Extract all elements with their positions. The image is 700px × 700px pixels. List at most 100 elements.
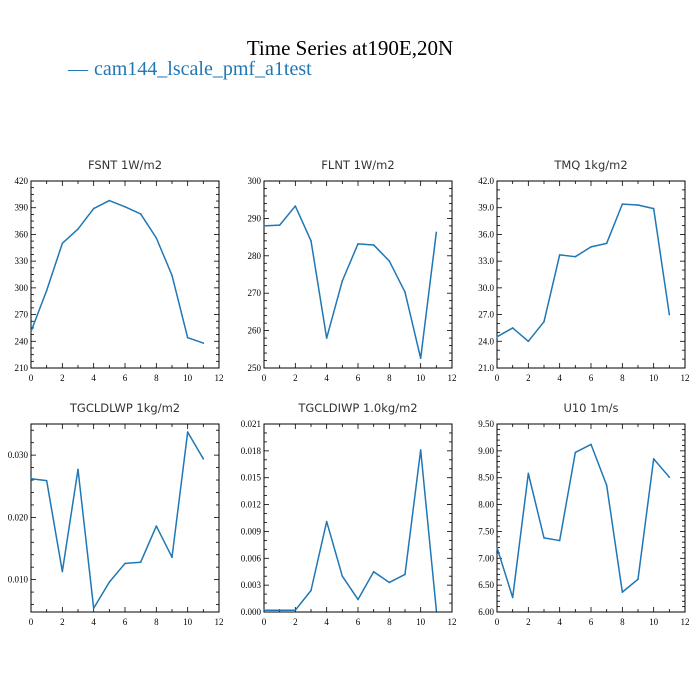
x-tick-label: 12 bbox=[681, 617, 690, 627]
y-tick-label: 240 bbox=[15, 336, 29, 346]
data-point bbox=[294, 609, 297, 612]
x-tick-label: 10 bbox=[183, 373, 193, 383]
series-line bbox=[264, 449, 438, 611]
panel-title: TGCLDIWP 1.0kg/m2 bbox=[297, 401, 417, 415]
y-tick-label: 0.020 bbox=[8, 512, 29, 522]
x-tick-label: 12 bbox=[215, 617, 224, 627]
data-point bbox=[419, 357, 422, 360]
data-point bbox=[621, 203, 624, 205]
data-point bbox=[527, 340, 530, 343]
legend: — cam144_lscale_pmf_a1test bbox=[68, 58, 312, 81]
data-point bbox=[621, 591, 624, 593]
y-tick-label: 0.030 bbox=[8, 450, 29, 460]
plot-frame bbox=[30, 423, 220, 613]
data-point bbox=[278, 224, 281, 226]
x-tick-label: 6 bbox=[589, 373, 594, 383]
x-tick-label: 6 bbox=[356, 617, 361, 627]
x-tick-label: 8 bbox=[620, 617, 625, 627]
x-tick-label: 8 bbox=[154, 617, 159, 627]
y-tick-label: 290 bbox=[248, 213, 262, 223]
data-point bbox=[543, 537, 545, 539]
data-point bbox=[108, 581, 111, 583]
y-tick-label: 330 bbox=[15, 256, 29, 266]
y-tick-label: 270 bbox=[15, 310, 29, 320]
x-tick-label: 12 bbox=[215, 373, 224, 383]
panel-title: TMQ 1kg/m2 bbox=[553, 158, 627, 172]
x-tick-label: 0 bbox=[495, 373, 500, 383]
x-tick-label: 10 bbox=[649, 373, 659, 383]
x-tick-label: 4 bbox=[91, 617, 96, 627]
x-tick-label: 4 bbox=[91, 373, 96, 383]
y-tick-label: 270 bbox=[248, 288, 262, 298]
y-tick-label: 7.50 bbox=[478, 526, 494, 536]
x-tick-label: 2 bbox=[60, 617, 65, 627]
panel-title: U10 1m/s bbox=[563, 401, 618, 415]
data-point bbox=[637, 204, 639, 206]
data-point bbox=[202, 342, 205, 344]
chart-panel-u10: U10 1m/s 0 2 4 6 8 10 12 6.00 6.50 7.00 7.50 8.00 8.5… bbox=[478, 401, 689, 627]
y-tick-label: 390 bbox=[15, 203, 29, 213]
data-point bbox=[511, 596, 514, 599]
data-point bbox=[668, 313, 671, 316]
y-tick-label: 250 bbox=[248, 363, 262, 373]
data-point bbox=[92, 207, 95, 210]
x-tick-label: 10 bbox=[649, 617, 659, 627]
x-tick-label: 0 bbox=[29, 617, 34, 627]
y-tick-label: 21.0 bbox=[478, 363, 494, 373]
legend-line-icon: — bbox=[68, 58, 88, 80]
data-point bbox=[263, 609, 265, 612]
x-tick-label: 4 bbox=[324, 617, 329, 627]
x-tick-label: 0 bbox=[29, 373, 34, 383]
data-point bbox=[511, 327, 514, 329]
y-tick-label: 0.021 bbox=[241, 419, 261, 429]
x-tick-label: 6 bbox=[356, 373, 361, 383]
x-tick-label: 12 bbox=[681, 373, 690, 383]
data-point bbox=[278, 609, 281, 612]
data-point bbox=[77, 228, 79, 230]
chart-panel-fsnt: FSNT 1W/m2 0 2 4 6 8 10 12 210 240 270 300 330 360 390… bbox=[15, 158, 224, 383]
x-tick-label: 0 bbox=[495, 617, 500, 627]
data-point bbox=[388, 581, 391, 584]
figure-title: Time Series at190E,20N bbox=[246, 36, 454, 60]
x-tick-label: 8 bbox=[620, 373, 625, 383]
data-point bbox=[372, 244, 375, 246]
data-point bbox=[139, 213, 142, 215]
legend-label: cam144_lscale_pmf_a1test bbox=[94, 58, 312, 80]
series-line bbox=[263, 205, 438, 360]
chart-panel-tgcldiwp: TGCLDIWP 1.0kg/m2 0 2 4 6 8 10 12 0.000 0.003 0.00… bbox=[241, 401, 457, 627]
data-point bbox=[605, 242, 608, 245]
data-point bbox=[527, 472, 530, 475]
y-tick-label: 280 bbox=[248, 251, 262, 261]
data-point bbox=[652, 207, 655, 210]
data-point bbox=[652, 458, 655, 460]
data-point bbox=[155, 237, 158, 239]
data-point bbox=[558, 254, 561, 256]
plot-frame bbox=[496, 180, 686, 369]
x-tick-label: 0 bbox=[262, 617, 267, 627]
data-point bbox=[202, 458, 205, 460]
data-point bbox=[388, 260, 391, 262]
data-point bbox=[357, 243, 359, 245]
x-tick-label: 10 bbox=[183, 617, 193, 627]
x-tick-label: 10 bbox=[416, 617, 426, 627]
x-tick-label: 6 bbox=[123, 373, 128, 383]
data-point bbox=[419, 449, 422, 451]
panel-title: TGCLDLWP 1kg/m2 bbox=[69, 401, 180, 415]
data-point bbox=[30, 330, 32, 333]
x-tick-label: 0 bbox=[262, 373, 267, 383]
x-tick-label: 8 bbox=[387, 373, 392, 383]
data-point bbox=[605, 484, 608, 487]
data-point bbox=[155, 525, 158, 527]
data-point bbox=[45, 479, 48, 482]
plot-frame bbox=[30, 180, 220, 369]
y-tick-label: 33.0 bbox=[478, 256, 494, 266]
y-tick-label: 300 bbox=[248, 176, 262, 186]
data-point bbox=[357, 598, 359, 601]
y-tick-label: 7.00 bbox=[478, 553, 494, 563]
x-tick-label: 8 bbox=[154, 373, 159, 383]
x-tick-label: 2 bbox=[526, 373, 531, 383]
chart-panel-tgcldlwp: TGCLDLWP 1kg/m2 0 2 4 6 8 10 12 0.010 0.020 0.030 bbox=[8, 401, 224, 627]
y-tick-label: 6.50 bbox=[478, 580, 494, 590]
x-tick-label: 12 bbox=[448, 617, 457, 627]
data-point bbox=[139, 561, 142, 563]
